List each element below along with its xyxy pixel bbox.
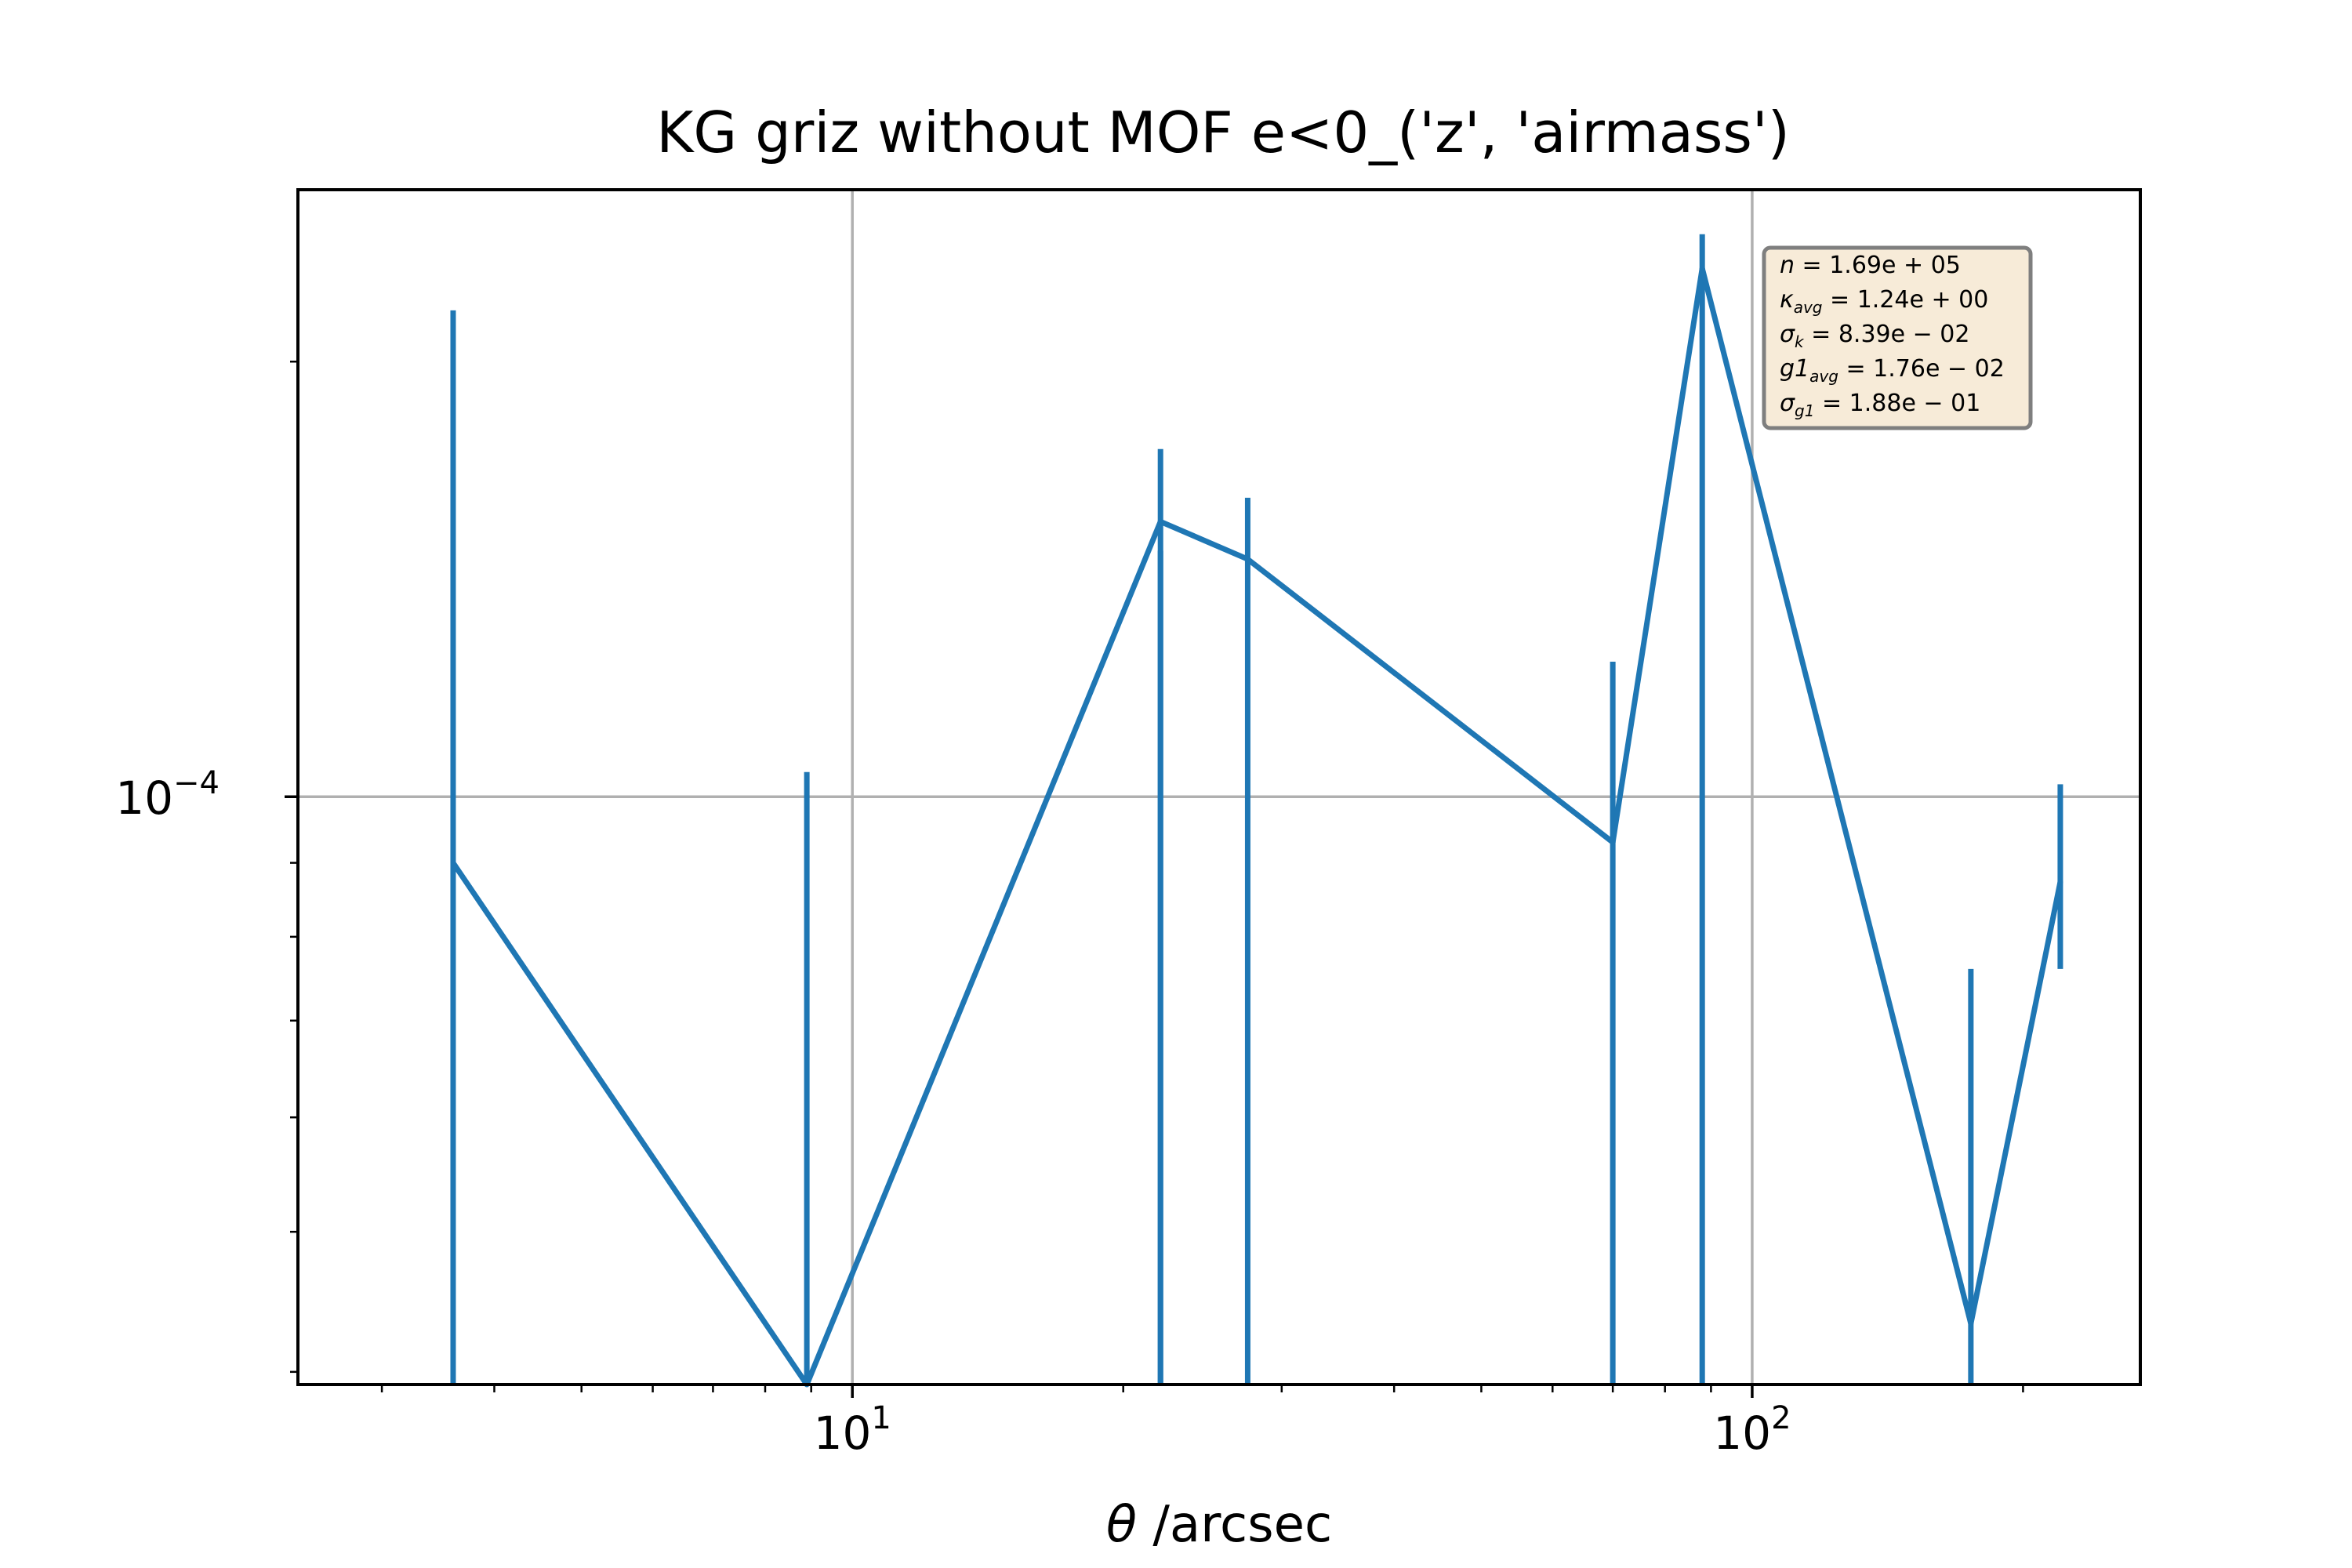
- y-tick-label-exponent: −4: [173, 765, 220, 801]
- x-axis-label-symbol: θ: [1106, 1496, 1137, 1554]
- data-point: [1968, 1320, 1974, 1327]
- data-point: [1610, 839, 1616, 845]
- stats-line-symbol: σ: [1780, 390, 1795, 417]
- x-axis-label: θ /arcsec: [1106, 1496, 1332, 1554]
- stats-line: σg1 = 1.88e − 01: [1780, 390, 1980, 420]
- stats-line-value: = 1.88e − 01: [1814, 390, 1980, 417]
- plot-area-frame: [296, 188, 2142, 1386]
- x-axis-label-text: /arcsec: [1137, 1496, 1332, 1554]
- stats-line-symbol: σ: [1780, 321, 1795, 348]
- y-axis-ticks: 10−4: [115, 765, 298, 825]
- x-tick-label-exponent: 1: [871, 1400, 891, 1436]
- stats-line-value: = 8.39e − 02: [1804, 321, 1970, 348]
- stats-line-value: = 1.76e − 02: [1838, 355, 2005, 383]
- stats-line-symbol: n: [1780, 252, 1795, 279]
- chart-title: KG griz without MOF e<0_('z', 'airmass'): [656, 100, 1790, 165]
- data-point: [2057, 879, 2063, 885]
- stats-box-background: [1762, 245, 2033, 430]
- stats-line-subscript: g1: [1795, 401, 1814, 420]
- stats-line-subscript: avg: [1809, 367, 1838, 386]
- data-point: [1244, 556, 1250, 562]
- stats-line: n = 1.69e + 05: [1780, 252, 1961, 279]
- series-line-segment: [804, 520, 1163, 1386]
- stats-line-symbol: g1: [1780, 355, 1809, 383]
- stats-line: g1avg = 1.76e − 02: [1780, 355, 2005, 386]
- stats-line-subscript: k: [1795, 332, 1805, 351]
- stats-line-value: = 1.24e + 00: [1822, 286, 1988, 314]
- y-tick-label: 10−4: [115, 765, 220, 825]
- grid: [298, 190, 2140, 1385]
- data-point: [1157, 518, 1163, 524]
- x-tick-label: 102: [1713, 1400, 1791, 1460]
- series-line-segment: [1159, 519, 1249, 562]
- series-line-segment: [451, 861, 810, 1386]
- y-tick-label-base: 10: [115, 771, 173, 825]
- stats-line: σk = 8.39e − 02: [1780, 321, 1969, 351]
- series-line-segment: [1699, 267, 1974, 1325]
- data-series: [450, 234, 2063, 1388]
- x-axis-ticks: 101 102: [814, 1385, 1791, 1460]
- data-point: [1699, 265, 1705, 271]
- series-line-segment: [1968, 881, 2063, 1324]
- series-line-segment: [1246, 557, 1615, 845]
- stats-line-symbol: κ: [1780, 286, 1794, 314]
- x-tick-label-exponent: 2: [1771, 1400, 1791, 1436]
- data-point: [450, 860, 456, 866]
- stats-line-subscript: avg: [1794, 298, 1823, 317]
- stats-line: κavg = 1.24e + 00: [1780, 286, 1988, 317]
- stats-line-value: = 1.69e + 05: [1795, 252, 1961, 279]
- x-tick-label-base: 10: [814, 1406, 872, 1460]
- x-tick-label: 101: [814, 1400, 891, 1460]
- x-tick-label-base: 10: [1713, 1406, 1771, 1460]
- series-line-segment: [1610, 267, 1705, 843]
